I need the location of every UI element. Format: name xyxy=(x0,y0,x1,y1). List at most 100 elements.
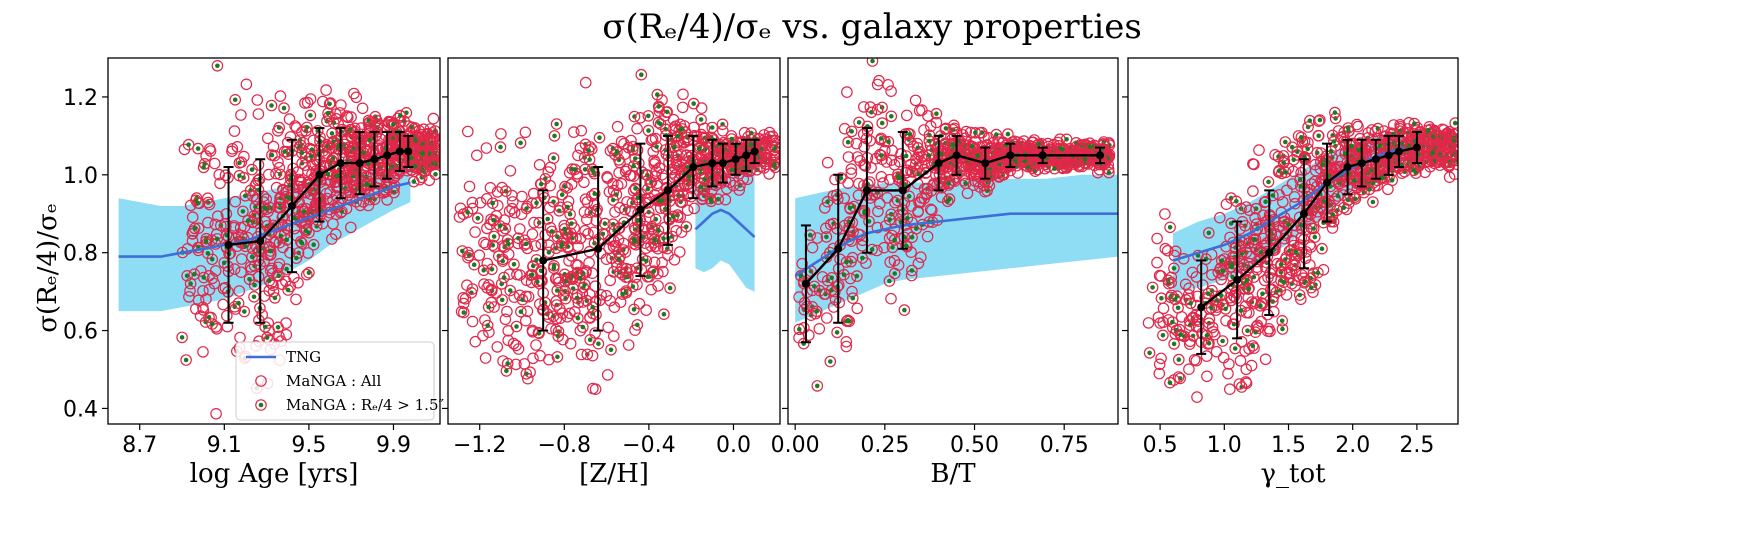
manga-all-point xyxy=(969,127,982,139)
manga-all-point xyxy=(538,192,551,204)
manga-all-point xyxy=(588,199,601,211)
median-point xyxy=(370,155,379,164)
manga-selected-point xyxy=(209,257,215,262)
manga-selected-point xyxy=(252,282,257,288)
manga-all-point xyxy=(1159,242,1172,255)
manga-all-point xyxy=(515,305,527,318)
manga-all-point xyxy=(1164,221,1176,234)
manga-selected-point xyxy=(590,166,595,172)
manga-all-point xyxy=(384,160,396,173)
manga-selected-point xyxy=(702,177,707,182)
manga-all-point xyxy=(930,169,942,181)
manga-selected-point xyxy=(1311,226,1316,231)
manga-all-point xyxy=(392,168,404,180)
manga-all-point xyxy=(942,177,955,190)
manga-all-point xyxy=(469,226,481,238)
manga-selected-point xyxy=(411,179,417,184)
manga-selected-point xyxy=(1060,147,1065,152)
manga-all-point xyxy=(737,173,750,185)
manga-all-point xyxy=(1299,163,1311,175)
manga-all-point xyxy=(818,202,831,214)
manga-selected-point xyxy=(183,357,189,363)
manga-all-point xyxy=(534,349,546,362)
manga-all-point xyxy=(582,144,595,157)
manga-median-line xyxy=(805,154,1101,285)
median-point xyxy=(862,186,871,195)
manga-all-point xyxy=(316,95,329,108)
manga-all-point xyxy=(354,199,367,212)
manga-all-point xyxy=(676,101,689,114)
manga-selected-point xyxy=(815,383,820,389)
manga-all-point xyxy=(589,383,602,395)
manga-selected-point xyxy=(797,327,802,332)
manga-selected-point xyxy=(1206,340,1212,346)
manga-selected-point xyxy=(569,221,574,226)
manga-all-point xyxy=(858,159,870,171)
median-point xyxy=(834,244,843,253)
manga-all-point xyxy=(336,123,348,136)
manga-all-point xyxy=(554,312,567,324)
manga-selected-point xyxy=(575,315,581,321)
median-point xyxy=(742,151,751,160)
manga-all-point xyxy=(516,293,529,306)
manga-all-point xyxy=(564,307,576,320)
manga-selected-point xyxy=(892,271,897,276)
manga-all-point xyxy=(261,132,274,145)
manga-selected-point xyxy=(934,111,939,116)
manga-all-point xyxy=(535,238,547,251)
manga-all-point xyxy=(233,285,246,297)
manga-all-point xyxy=(468,258,480,271)
manga-selected-point xyxy=(632,156,638,161)
manga-all-point xyxy=(793,323,806,336)
manga-all-point xyxy=(706,121,718,134)
manga-all-point xyxy=(921,230,934,243)
manga-all-point xyxy=(343,146,356,159)
manga-all-point xyxy=(315,196,327,209)
manga-all-point xyxy=(949,171,961,184)
manga-selected-point xyxy=(1223,306,1228,312)
manga-all-point xyxy=(277,241,289,254)
manga-selected-point xyxy=(507,288,513,293)
manga-all-point xyxy=(926,204,938,217)
manga-all-point xyxy=(835,172,847,184)
manga-all-point xyxy=(1157,302,1170,315)
manga-selected-point xyxy=(243,193,248,199)
manga-all-point xyxy=(1171,290,1183,302)
manga-selected-point xyxy=(1232,346,1238,351)
manga-selected-point xyxy=(1251,237,1257,242)
manga-selected-point xyxy=(878,136,884,141)
manga-all-point xyxy=(825,284,838,297)
manga-all-point xyxy=(566,272,579,284)
manga-all-point xyxy=(478,236,490,249)
manga-all-point xyxy=(565,178,578,190)
manga-all-point xyxy=(1286,277,1298,290)
manga-all-point xyxy=(182,138,195,151)
manga-all-point xyxy=(1332,190,1344,202)
manga-all-point xyxy=(275,230,287,242)
manga-selected-point xyxy=(1266,179,1271,185)
manga-all-point xyxy=(406,151,419,163)
manga-selected-point xyxy=(546,250,552,255)
manga-all-point xyxy=(631,122,643,135)
manga-selected-point xyxy=(698,117,704,122)
manga-all-point xyxy=(1152,311,1165,323)
manga-all-point xyxy=(820,312,833,324)
manga-all-point xyxy=(688,202,700,215)
y-axis-label: σ(Rₑ/4)/σₑ xyxy=(33,203,63,333)
manga-selected-point xyxy=(409,155,414,161)
manga-all-point xyxy=(287,162,299,175)
manga-all-point xyxy=(272,270,285,282)
manga-all-point xyxy=(825,271,838,284)
manga-all-point xyxy=(1188,353,1201,366)
manga-selected-point xyxy=(294,255,299,261)
manga-selected-point xyxy=(652,237,657,242)
manga-all-point xyxy=(842,314,854,327)
manga-all-point xyxy=(648,233,661,246)
manga-selected-point xyxy=(1147,350,1152,356)
manga-selected-point xyxy=(661,311,667,317)
manga-all-point xyxy=(1394,123,1406,135)
manga-all-point xyxy=(605,343,617,356)
manga-selected-point xyxy=(620,291,625,297)
median-point xyxy=(1096,151,1105,160)
manga-all-point xyxy=(347,163,359,176)
